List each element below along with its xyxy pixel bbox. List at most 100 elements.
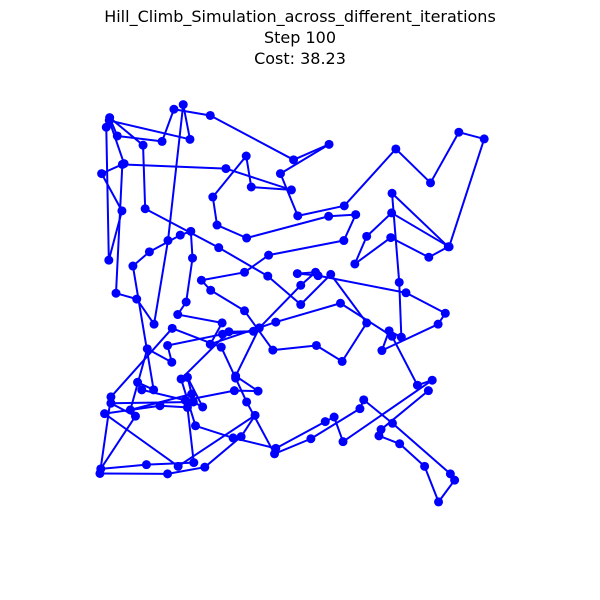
city-point bbox=[216, 342, 226, 352]
route-segment bbox=[234, 326, 261, 378]
city-point bbox=[200, 462, 210, 472]
route-segment bbox=[98, 395, 112, 475]
city-point bbox=[306, 434, 316, 444]
city-point bbox=[362, 231, 372, 241]
city-point bbox=[311, 267, 321, 277]
city-point bbox=[324, 211, 334, 221]
chart-title: Hill_Climb_Simulation_across_different_i… bbox=[104, 7, 496, 26]
route-segment bbox=[273, 437, 312, 455]
route-segment bbox=[144, 207, 220, 249]
city-point bbox=[241, 151, 251, 161]
route-segment bbox=[211, 155, 248, 199]
city-point bbox=[198, 402, 208, 412]
route-segment bbox=[296, 204, 346, 217]
route-segment bbox=[353, 236, 392, 265]
route-segment bbox=[391, 192, 450, 248]
city-point bbox=[427, 375, 437, 385]
city-point bbox=[326, 269, 336, 279]
route-segment bbox=[185, 257, 194, 303]
city-point bbox=[132, 294, 142, 304]
city-point bbox=[311, 340, 321, 350]
city-point bbox=[228, 433, 238, 443]
city-point bbox=[163, 340, 173, 350]
route-segment bbox=[116, 134, 164, 143]
city-point bbox=[335, 298, 345, 308]
city-point bbox=[169, 104, 179, 114]
route-segment bbox=[100, 172, 123, 212]
city-point bbox=[175, 230, 185, 240]
route-segment bbox=[245, 155, 253, 188]
city-point bbox=[105, 113, 115, 123]
route-segment bbox=[243, 254, 270, 274]
city-point bbox=[182, 372, 192, 382]
city-point bbox=[339, 201, 349, 211]
city-point bbox=[296, 280, 306, 290]
route-segment bbox=[161, 108, 175, 143]
city-point bbox=[236, 432, 246, 442]
route-segment bbox=[389, 236, 430, 259]
route-segment bbox=[391, 422, 452, 475]
city-point bbox=[214, 243, 224, 253]
city-point bbox=[263, 271, 273, 281]
city-point bbox=[296, 300, 306, 310]
city-point bbox=[246, 182, 256, 192]
route-segment bbox=[353, 235, 368, 265]
city-point bbox=[479, 134, 489, 144]
city-point bbox=[218, 329, 228, 339]
route-segment bbox=[398, 442, 426, 468]
route-segment bbox=[99, 463, 148, 470]
city-point bbox=[178, 100, 188, 110]
route-segment bbox=[429, 131, 460, 184]
route-segment bbox=[217, 246, 269, 278]
route-segment bbox=[274, 420, 327, 450]
city-point bbox=[163, 236, 173, 246]
route-segment bbox=[274, 302, 342, 324]
city-point bbox=[137, 385, 147, 395]
route-segment bbox=[145, 461, 195, 466]
city-point bbox=[117, 159, 127, 169]
city-point bbox=[205, 339, 215, 349]
route-segment bbox=[279, 143, 331, 175]
route-segment bbox=[245, 400, 276, 455]
route-segment bbox=[250, 186, 293, 191]
city-point bbox=[208, 192, 218, 202]
city-point bbox=[186, 226, 196, 236]
city-point bbox=[190, 421, 200, 431]
route-segment bbox=[342, 213, 357, 242]
city-point bbox=[149, 385, 159, 395]
route-segment bbox=[317, 274, 407, 294]
city-point bbox=[138, 140, 148, 150]
city-point bbox=[112, 131, 122, 141]
city-point bbox=[141, 460, 151, 470]
route-segment bbox=[108, 116, 145, 147]
city-point bbox=[128, 261, 138, 271]
city-point bbox=[387, 331, 397, 341]
city-point bbox=[182, 402, 192, 412]
city-point bbox=[242, 397, 252, 407]
city-point bbox=[149, 319, 159, 329]
route-segment bbox=[329, 273, 368, 324]
city-point bbox=[426, 178, 436, 188]
city-point bbox=[167, 323, 177, 333]
city-point bbox=[338, 437, 348, 447]
city-point bbox=[271, 317, 281, 327]
route-segment bbox=[211, 196, 219, 227]
city-point bbox=[395, 439, 405, 449]
route-segment bbox=[224, 167, 293, 191]
city-point bbox=[188, 397, 198, 407]
route-segment bbox=[391, 335, 419, 387]
city-point bbox=[423, 386, 433, 396]
city-point bbox=[454, 127, 464, 137]
route-segment bbox=[391, 192, 401, 284]
city-point bbox=[173, 310, 183, 320]
city-point bbox=[376, 425, 386, 435]
city-point bbox=[155, 401, 165, 411]
city-point bbox=[111, 288, 121, 298]
route-segment bbox=[182, 103, 191, 141]
route-segment bbox=[167, 103, 185, 242]
city-point bbox=[144, 247, 154, 257]
route-segment bbox=[180, 330, 230, 380]
city-point bbox=[188, 253, 198, 263]
route-segment bbox=[176, 313, 224, 324]
